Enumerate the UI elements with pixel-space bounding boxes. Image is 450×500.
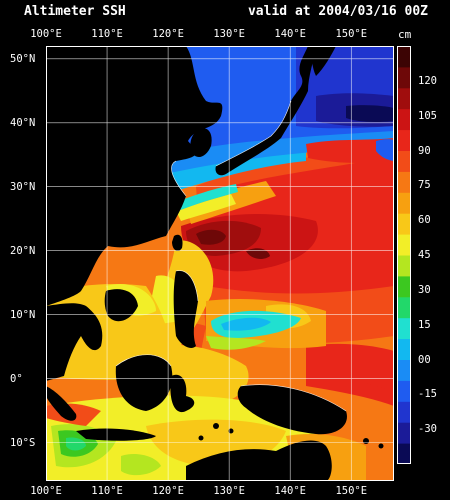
latitude-label: 10°N [10,308,36,321]
colorbar-tick-label: 00 [418,353,431,366]
colorbar-swatch [397,380,411,402]
colorbar-tick-label: 120 [418,74,437,87]
latitude-label: 0° [10,372,23,385]
longitude-label: 100°E [30,28,62,40]
colorbar-tick-label: -30 [418,423,437,436]
colorbar-tick-label: 105 [418,109,437,122]
colorbar-swatch [397,87,411,110]
colorbar-swatch [397,108,411,131]
colorbar-swatch [397,317,411,340]
colorbar-swatch [397,192,411,214]
colorbar-tick-label: 75 [418,179,431,192]
longitude-label: 150°E [335,485,368,497]
colorbar-swatch [397,443,411,464]
colorbar-swatch [397,46,411,68]
valid-time: valid at 2004/03/16 00Z [247,4,428,19]
map-title: Altimeter SSH [24,4,126,19]
latitude-label: 40°N [10,116,36,129]
ssh-map [46,46,394,481]
latitude-label: 30°N [10,180,36,193]
colorbar-unit: cm [398,28,412,41]
colorbar-swatch [397,422,411,444]
colorbar-swatch [397,401,411,423]
colorbar-swatch [397,296,411,319]
colorbar-tick-label: -15 [418,388,437,401]
colorbar-tick-label: 60 [418,214,431,227]
latitude-label: 10°S [10,436,36,449]
longitude-label: 120°E [152,28,184,40]
longitude-label: 100°E [30,485,62,497]
colorbar-swatch [397,213,411,235]
latitude-label: 50°N [10,52,36,65]
colorbar-tick-label: 90 [418,144,431,157]
colorbar-swatch [397,338,411,360]
longitude-label: 140°E [274,28,307,40]
colorbar-tick-label: 45 [418,249,431,261]
longitude-label: 120°E [152,485,184,497]
longitude-label: 110°E [91,28,123,40]
longitude-label: 110°E [91,485,123,497]
longitude-label: 140°E [274,485,307,497]
longitude-label: 130°E [213,485,245,497]
colorbar-swatch [397,150,411,172]
colorbar-swatch [397,129,411,151]
colorbar-tick-label: 30 [418,283,431,296]
latitude-label: 20°N [10,244,36,257]
colorbar-swatch [397,234,411,256]
colorbar-swatch [397,66,411,89]
colorbar-swatch [397,359,411,381]
coastlines [115,100,347,412]
colorbar [397,46,411,464]
colorbar-swatch [397,275,411,298]
colorbar-swatch [397,171,411,193]
colorbar-swatch [397,255,411,277]
graticule [46,46,394,481]
longitude-label: 150°E [335,28,368,40]
colorbar-tick-label: 15 [418,318,431,331]
longitude-label: 130°E [213,28,245,40]
